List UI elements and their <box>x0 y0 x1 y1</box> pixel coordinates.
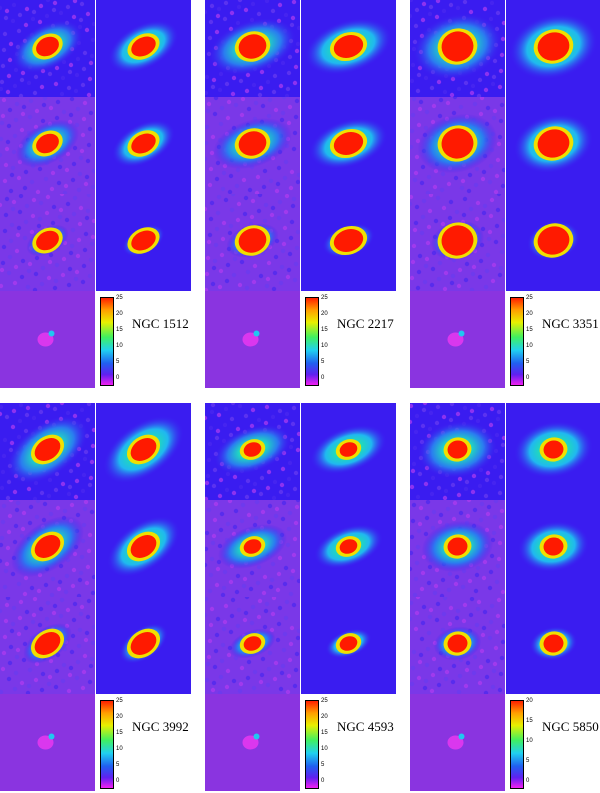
colorbar-tick-label: 5 <box>116 359 120 365</box>
residual-image <box>0 291 95 388</box>
colorbar <box>100 297 114 386</box>
model-image <box>96 0 191 97</box>
model-image <box>506 500 600 597</box>
observed-image <box>410 0 505 97</box>
observed-image <box>410 97 505 194</box>
colorbar-tick-label: 5 <box>321 762 325 768</box>
galaxy-name-label: NGC 2217 <box>337 316 394 331</box>
galaxy-name-label: NGC 4593 <box>337 719 394 734</box>
colorbar-tick-label: 25 <box>321 295 328 301</box>
colorbar-tick-label: 20 <box>321 714 328 720</box>
galaxy-panel: 25 20 15 10 5 0 NGC 3351 <box>410 0 600 390</box>
observed-image <box>410 403 505 500</box>
observed-image <box>410 500 505 597</box>
observed-image <box>205 0 300 97</box>
colorbar-tick-label: 0 <box>526 778 530 784</box>
colorbar-tick-label: 0 <box>321 778 325 784</box>
model-image <box>506 403 600 500</box>
colorbar-tick-label: 15 <box>321 730 328 736</box>
observed-image <box>0 0 95 97</box>
model-image <box>96 500 191 597</box>
colorbar-tick-label: 20 <box>526 698 533 704</box>
model-image <box>301 500 396 597</box>
residual-image <box>205 694 300 791</box>
residual-image <box>410 291 505 388</box>
colorbar-tick-label: 20 <box>116 311 123 317</box>
colorbar-tick-label: 25 <box>321 698 328 704</box>
residual-image <box>410 694 505 791</box>
observed-image <box>0 597 95 694</box>
colorbar-tick-label: 0 <box>526 375 530 381</box>
colorbar <box>510 297 524 386</box>
observed-image <box>410 194 505 291</box>
colorbar-tick-label: 10 <box>321 746 328 752</box>
colorbar <box>510 700 524 789</box>
model-image <box>96 97 191 194</box>
galaxy-panel: 20 15 10 5 0 NGC 5850 <box>410 403 600 793</box>
colorbar-tick-label: 15 <box>116 327 123 333</box>
model-image <box>506 97 600 194</box>
observed-image <box>205 97 300 194</box>
galaxy-name-label: NGC 1512 <box>132 316 189 331</box>
model-image <box>506 597 600 694</box>
observed-image <box>0 97 95 194</box>
colorbar-tick-label: 15 <box>526 327 533 333</box>
colorbar-tick-label: 0 <box>116 375 120 381</box>
colorbar-tick-label: 20 <box>116 714 123 720</box>
model-image <box>506 0 600 97</box>
galaxy-panel: 25 20 15 10 5 0 NGC 4593 <box>205 403 396 793</box>
observed-image <box>0 403 95 500</box>
colorbar-tick-label: 15 <box>321 327 328 333</box>
colorbar-tick-label: 0 <box>321 375 325 381</box>
colorbar-tick-label: 25 <box>526 295 533 301</box>
model-image <box>301 597 396 694</box>
colorbar-tick-label: 10 <box>116 343 123 349</box>
observed-image <box>0 500 95 597</box>
observed-image <box>205 403 300 500</box>
galaxy-name-label: NGC 5850 <box>542 719 599 734</box>
colorbar-tick-label: 10 <box>526 343 533 349</box>
colorbar <box>305 700 319 789</box>
colorbar-tick-label: 15 <box>526 718 533 724</box>
model-image <box>96 403 191 500</box>
galaxy-panel: 25 20 15 10 5 0 NGC 2217 <box>205 0 396 390</box>
model-image <box>301 97 396 194</box>
galaxy-panel: 25 20 15 10 5 0 NGC 1512 <box>0 0 191 390</box>
colorbar-tick-label: 25 <box>116 698 123 704</box>
colorbar-tick-label: 5 <box>526 359 530 365</box>
colorbar-tick-label: 25 <box>116 295 123 301</box>
model-image <box>96 597 191 694</box>
observed-image <box>410 597 505 694</box>
colorbar-tick-label: 20 <box>526 311 533 317</box>
observed-image <box>205 194 300 291</box>
colorbar-tick-label: 10 <box>526 738 533 744</box>
colorbar-tick-label: 0 <box>116 778 120 784</box>
colorbar <box>305 297 319 386</box>
observed-image <box>205 597 300 694</box>
model-image <box>301 0 396 97</box>
colorbar-tick-label: 5 <box>526 758 530 764</box>
colorbar-tick-label: 20 <box>321 311 328 317</box>
model-image <box>96 194 191 291</box>
galaxy-name-label: NGC 3992 <box>132 719 189 734</box>
residual-image <box>0 694 95 791</box>
observed-image <box>0 194 95 291</box>
colorbar-tick-label: 10 <box>116 746 123 752</box>
model-image <box>301 194 396 291</box>
galaxy-panel: 25 20 15 10 5 0 NGC 3992 <box>0 403 191 793</box>
colorbar <box>100 700 114 789</box>
residual-image <box>205 291 300 388</box>
colorbar-tick-label: 5 <box>321 359 325 365</box>
model-image <box>506 194 600 291</box>
colorbar-tick-label: 15 <box>116 730 123 736</box>
colorbar-tick-label: 5 <box>116 762 120 768</box>
colorbar-tick-label: 10 <box>321 343 328 349</box>
observed-image <box>205 500 300 597</box>
galaxy-name-label: NGC 3351 <box>542 316 599 331</box>
model-image <box>301 403 396 500</box>
